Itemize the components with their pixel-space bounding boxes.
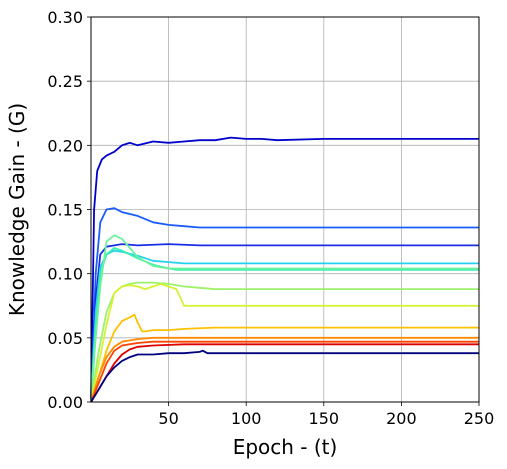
series-line-9 (90, 313, 479, 403)
series-line-5 (90, 247, 479, 403)
series-line-3 (90, 243, 479, 403)
x-tick-label: 200 (386, 409, 417, 428)
series-line-10 (90, 336, 479, 403)
x-axis: 50 100 150 200 250 (158, 402, 494, 428)
y-tick-label: 0.20 (47, 136, 83, 155)
x-tick-label: 150 (309, 409, 340, 428)
y-tick-label: 0.10 (47, 265, 83, 284)
series-line-1 (90, 136, 479, 403)
y-axis-label: Knowledge Gain - (G) (5, 103, 29, 316)
series-line-8 (90, 282, 479, 403)
series-line-4 (90, 249, 479, 403)
y-tick-label: 0.00 (47, 393, 83, 412)
x-tick-label: 100 (231, 409, 262, 428)
x-axis-label: Epoch - (t) (233, 435, 338, 459)
x-tick-label: 250 (464, 409, 495, 428)
series-lines (90, 136, 479, 403)
x-tick-label: 50 (158, 409, 178, 428)
y-tick-label: 0.25 (47, 72, 83, 91)
y-tick-label: 0.30 (47, 8, 83, 27)
series-line-6 (90, 234, 479, 403)
series-line-2 (90, 207, 479, 403)
series-line-13 (90, 349, 479, 403)
y-axis: 0.00 0.05 0.10 0.15 0.20 0.25 0.30 (47, 8, 91, 412)
y-tick-label: 0.05 (47, 329, 83, 348)
y-tick-label: 0.15 (47, 201, 83, 220)
series-line-11 (90, 340, 479, 403)
